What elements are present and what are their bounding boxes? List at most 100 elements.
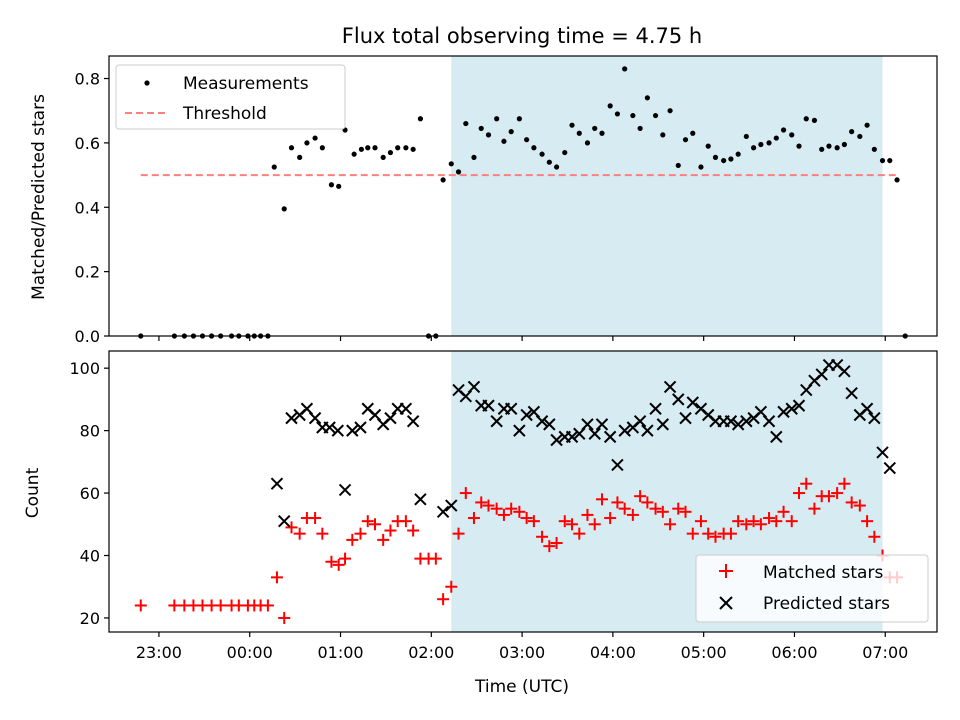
bottom-y-ticks: 20 40 60 80 100 — [69, 359, 109, 628]
matched-star-point — [649, 502, 662, 515]
predicted-star-point — [565, 430, 579, 444]
measurement-point — [599, 130, 605, 136]
measurement-point — [463, 120, 469, 127]
legend-predicted-label: Predicted stars — [763, 594, 890, 614]
measurement-point — [478, 125, 484, 132]
measurement-point — [576, 130, 582, 136]
measurement-point — [819, 146, 825, 152]
matched-star-point — [475, 496, 488, 509]
measurement-point — [546, 159, 552, 165]
top-y-tick-label: 0.2 — [75, 263, 100, 282]
matched-star-point — [845, 496, 858, 509]
bottom-y-tick-label: 80 — [80, 422, 100, 441]
matched-star-point — [134, 599, 147, 612]
predicted-star-point — [331, 424, 344, 437]
predicted-star-point — [550, 433, 563, 447]
predicted-star-point — [535, 415, 549, 428]
measurement-point — [826, 143, 832, 149]
measurement-point — [698, 164, 704, 170]
matched-star-point — [702, 527, 715, 540]
measurement-point — [288, 145, 295, 151]
predicted-star-point — [618, 424, 631, 437]
measurement-point — [471, 154, 477, 160]
measurement-point — [562, 149, 568, 156]
measurement-point — [614, 111, 621, 117]
matched-star-point — [285, 521, 298, 534]
matched-star-point — [467, 512, 480, 525]
bottom-y-tick-label: 100 — [69, 359, 100, 378]
matched-star-point — [377, 533, 390, 546]
legend-measurements-label: Measurements — [183, 74, 309, 94]
measurement-point — [644, 95, 650, 101]
matched-star-point — [611, 496, 624, 509]
matched-star-point — [452, 527, 465, 540]
measurement-point — [351, 151, 357, 157]
measurement-point — [584, 140, 591, 146]
measurement-point — [803, 116, 809, 122]
matched-star-point — [800, 477, 813, 490]
legend-measurements-marker — [144, 80, 150, 86]
matched-star-point — [278, 611, 291, 624]
measurement-point — [410, 146, 416, 152]
x-tick-label: 02:00 — [408, 643, 454, 662]
measurement-point — [281, 206, 287, 212]
measurement-point — [485, 132, 492, 138]
predicted-star-point — [270, 477, 284, 490]
matched-star-point — [527, 515, 540, 528]
matched-star-point — [793, 487, 805, 500]
predicted-star-point — [815, 368, 828, 381]
top-y-tick-label: 0.8 — [75, 70, 100, 89]
matched-star-point — [346, 533, 359, 546]
measurement-point — [304, 140, 310, 146]
matched-star-point — [808, 502, 821, 515]
x-tick-label: 06:00 — [771, 643, 817, 662]
matched-star-point — [459, 487, 472, 500]
predicted-star-point — [513, 424, 526, 437]
measurement-point — [607, 103, 613, 109]
measurement-point — [448, 161, 454, 167]
matched-star-point — [588, 518, 601, 531]
matched-star-point — [604, 512, 617, 525]
predicted-star-point — [595, 418, 609, 431]
matched-star-point — [868, 530, 881, 543]
matched-star-point — [694, 515, 707, 528]
measurement-point — [758, 141, 764, 148]
matched-star-point — [214, 599, 227, 612]
measurement-point — [403, 145, 409, 151]
predicted-star-point — [482, 399, 495, 412]
predicted-star-point — [323, 421, 336, 434]
measurement-point — [365, 145, 371, 151]
top-measurement-points — [138, 66, 908, 339]
predicted-star-point — [785, 402, 798, 415]
predicted-star-point — [724, 415, 738, 428]
predicted-star-point — [679, 411, 692, 425]
matched-star-point — [626, 508, 639, 521]
top-legend-box — [115, 64, 346, 130]
matched-star-point — [763, 512, 776, 525]
measurement-point — [271, 164, 277, 170]
top-legend: Measurements Threshold — [115, 64, 346, 130]
top-y-ticks: 0.0 0.2 0.4 0.6 0.8 — [75, 70, 109, 346]
matched-star-point — [543, 540, 556, 553]
bottom-legend-box — [695, 554, 929, 623]
matched-star-point — [270, 571, 283, 584]
predicted-star-point — [740, 415, 753, 428]
matched-stars-points — [134, 477, 904, 624]
predicted-star-point — [762, 415, 776, 428]
measurement-point — [879, 157, 886, 164]
matched-star-point — [361, 515, 374, 528]
legend-predicted-marker — [719, 596, 733, 610]
matched-star-point — [754, 518, 767, 531]
predicted-star-point — [285, 411, 298, 425]
predicted-star-point — [656, 418, 670, 431]
matched-star-point — [332, 558, 345, 571]
x-axis-label: Time (UTC) — [474, 677, 569, 697]
measurement-point — [864, 122, 870, 128]
measurement-point — [455, 169, 462, 175]
matched-star-point — [747, 515, 760, 528]
matched-star-point — [634, 490, 647, 503]
predicted-star-point — [504, 402, 518, 415]
measurement-point — [675, 162, 681, 169]
measurement-point — [871, 146, 877, 152]
measurement-point — [811, 117, 818, 123]
